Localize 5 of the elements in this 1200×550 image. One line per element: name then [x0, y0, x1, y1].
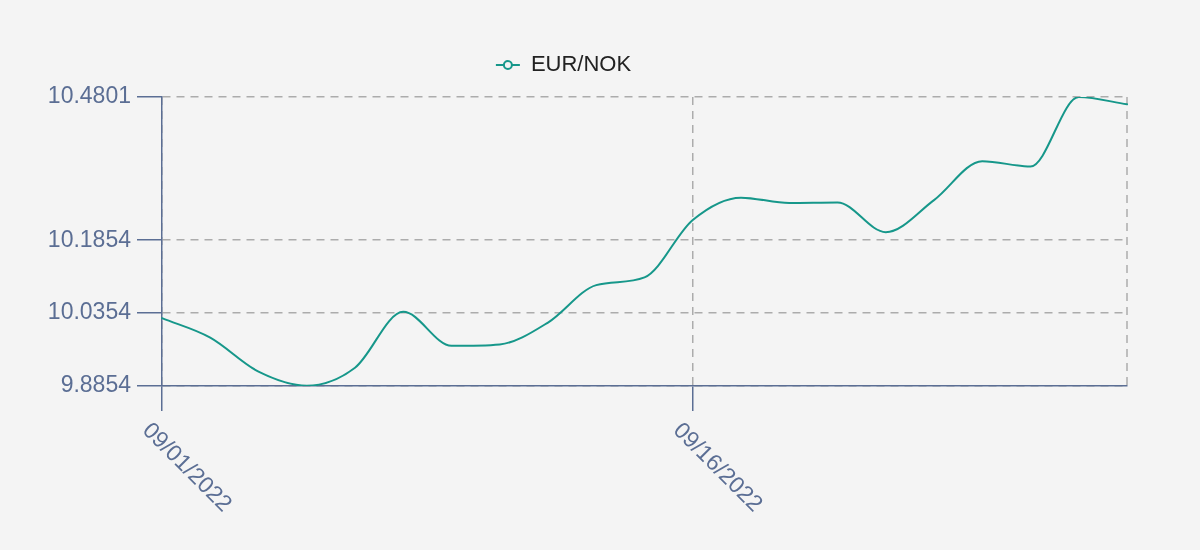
y-tick-label: 9.8854	[60, 371, 132, 398]
y-tick-label: 10.0354	[47, 298, 132, 325]
y-tick-label: 10.1854	[47, 225, 132, 252]
y-tick-label: 10.4801	[47, 82, 131, 109]
legend-label: EUR/NOK	[530, 51, 632, 77]
